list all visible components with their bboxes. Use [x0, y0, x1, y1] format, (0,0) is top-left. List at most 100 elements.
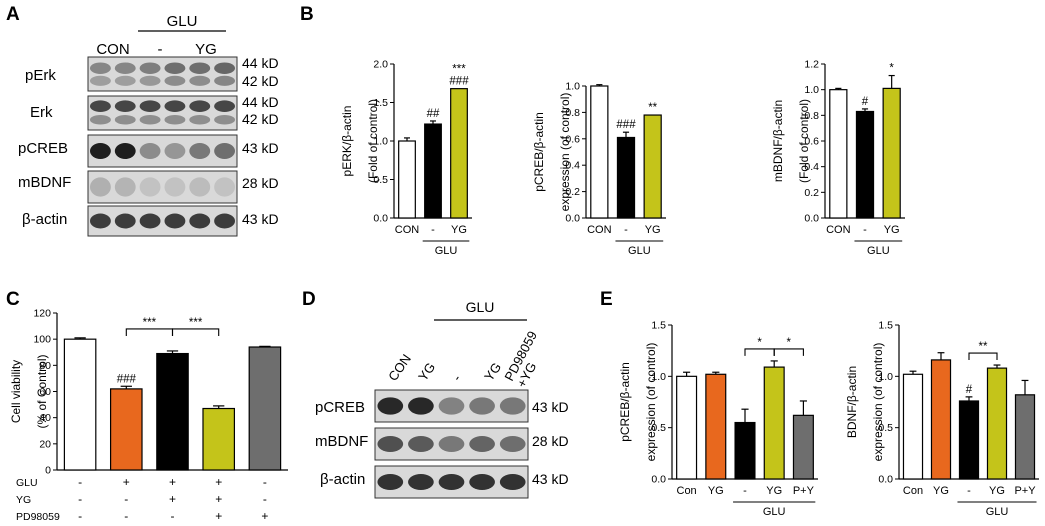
blot-band	[214, 115, 236, 125]
y-axis-label-line: mBDNF/β-actin	[771, 100, 785, 182]
blot-band	[89, 143, 111, 159]
chart-c-cell-viability: 0 20 40 60 80 100 120 Cell viability (% of Contr…	[9, 308, 288, 477]
y-tick-label: 0.0	[373, 213, 388, 225]
bar	[763, 366, 785, 480]
significance-label: ###	[616, 119, 636, 131]
blot-d-group-label: GLU	[466, 299, 495, 315]
blot-a-row-label: pCREB	[18, 140, 68, 157]
significance-bracket	[171, 328, 220, 336]
y-axis-label-line: expression (of control)	[871, 343, 885, 462]
condition-row-label: YG	[16, 494, 31, 506]
y-tick-label: 1.5	[878, 320, 893, 332]
y-tick-label: 0.0	[804, 213, 819, 225]
blot-d-row-label: mBDNF	[315, 433, 368, 450]
blot-band	[189, 62, 211, 74]
blot-band	[469, 474, 495, 490]
condition-sign: -	[124, 492, 128, 506]
blot-d-lane-label: -	[449, 372, 464, 384]
blot-a-kd-label: 44 kD	[242, 55, 279, 71]
blot-a-erk	[87, 95, 238, 131]
blot-band	[438, 436, 465, 452]
y-axis-label-line: pCREB/β-actin	[532, 112, 546, 192]
y-tick-label: 0.2	[565, 186, 580, 198]
blot-d-mbdnf	[374, 427, 529, 461]
blot-band	[377, 397, 404, 415]
blot-band	[114, 100, 136, 112]
x-tick-label: Con	[903, 485, 923, 497]
condition-sign: +	[215, 492, 222, 506]
y-axis-label-line: expression (of control)	[644, 343, 658, 462]
bar	[248, 346, 282, 471]
blot-band	[499, 436, 526, 452]
y-tick-label: 0.0	[565, 213, 580, 225]
y-axis-label-line: Cell viability	[9, 360, 23, 423]
blot-a-row-label: pErk	[25, 67, 56, 84]
blot-a-pcreb	[87, 134, 238, 168]
bar	[676, 375, 698, 480]
condition-sign: +	[215, 475, 222, 489]
y-tick-label: 1.0	[651, 371, 666, 383]
y-tick-label: 20	[39, 438, 51, 450]
blot-band	[164, 115, 186, 125]
x-tick-label: YG	[645, 224, 661, 236]
significance-bracket	[744, 348, 775, 356]
y-tick-label: 1.0	[878, 371, 893, 383]
blot-band	[214, 62, 236, 74]
blot-a-row-label: Erk	[30, 104, 53, 121]
bar	[450, 88, 468, 219]
blot-band	[438, 474, 465, 490]
y-tick-label: 40	[39, 412, 51, 424]
blot-band	[139, 75, 161, 86]
y-tick-label: 1.5	[651, 320, 666, 332]
blot-band	[189, 100, 211, 112]
blot-a-kd-label: 28 kD	[242, 175, 279, 191]
y-axis-label: mBDNF/β-actin (Fold of control)	[771, 99, 811, 183]
blot-band	[89, 177, 111, 197]
y-tick-label: 1.0	[373, 136, 388, 148]
blot-a-kd-label: 44 kD	[242, 94, 279, 110]
blot-d-kd-label: 43 kD	[532, 471, 569, 487]
panel-letter-e: E	[600, 289, 613, 310]
x-tick-label: P+Y	[1014, 485, 1036, 497]
y-axis-label-line: pERK/β-actin	[340, 106, 354, 177]
chart-b-perk: 0.0 0.5 1.0 1.5 2.0 pERK/β-actin (Fold of cont…	[340, 59, 472, 257]
chart-b-mbdnf: 0.0 0.2 0.4 0.6 0.8 1.0 1.2 mBDNF/β-actin (Fold …	[771, 59, 905, 257]
blot-d-lane-label: YG	[481, 360, 504, 384]
blot-d-actin	[374, 465, 529, 499]
bar	[882, 87, 901, 219]
bar	[616, 136, 636, 219]
y-tick-label: 0.0	[651, 474, 666, 486]
significance-label: ***	[452, 64, 466, 76]
y-axis-label-line: pCREB/β-actin	[618, 362, 632, 442]
blot-d-row-label: β-actin	[320, 471, 365, 488]
condition-sign: -	[78, 492, 82, 506]
condition-sign: -	[171, 509, 175, 523]
y-axis-label-line: (Fold of control)	[366, 99, 380, 183]
significance-label: ***	[143, 317, 157, 329]
bar	[63, 338, 97, 471]
blot-band	[89, 100, 111, 112]
condition-sign: +	[215, 509, 222, 523]
blot-a-lane-label: CON	[96, 41, 129, 58]
x-tick-label: YG	[989, 485, 1005, 497]
blot-band	[139, 62, 161, 74]
blot-a-perk	[87, 56, 238, 92]
chart-c-condition-table: GLU - + + + - YG - - + + - PD98059 - - - + +	[16, 475, 268, 523]
significance-label: #	[862, 96, 869, 108]
significance-label: *	[787, 337, 792, 349]
significance-label: **	[979, 341, 988, 353]
significance-label: ###	[449, 76, 469, 88]
blot-d-lane-label-multiline: PD98059+YG	[501, 328, 540, 389]
blot-a-group-label: GLU	[167, 13, 198, 30]
y-tick-label: 1.0	[565, 81, 580, 93]
condition-row-label: GLU	[16, 477, 38, 489]
blot-band	[499, 474, 526, 490]
blot-d-row-label: pCREB	[315, 399, 365, 416]
blot-band	[164, 143, 186, 159]
blot-a-kd-label: 43 kD	[242, 140, 279, 156]
condition-sign: +	[123, 475, 130, 489]
x-tick-label: Con	[677, 485, 697, 497]
condition-sign: -	[124, 509, 128, 523]
bar	[1014, 394, 1036, 480]
significance-label: ***	[189, 317, 203, 329]
